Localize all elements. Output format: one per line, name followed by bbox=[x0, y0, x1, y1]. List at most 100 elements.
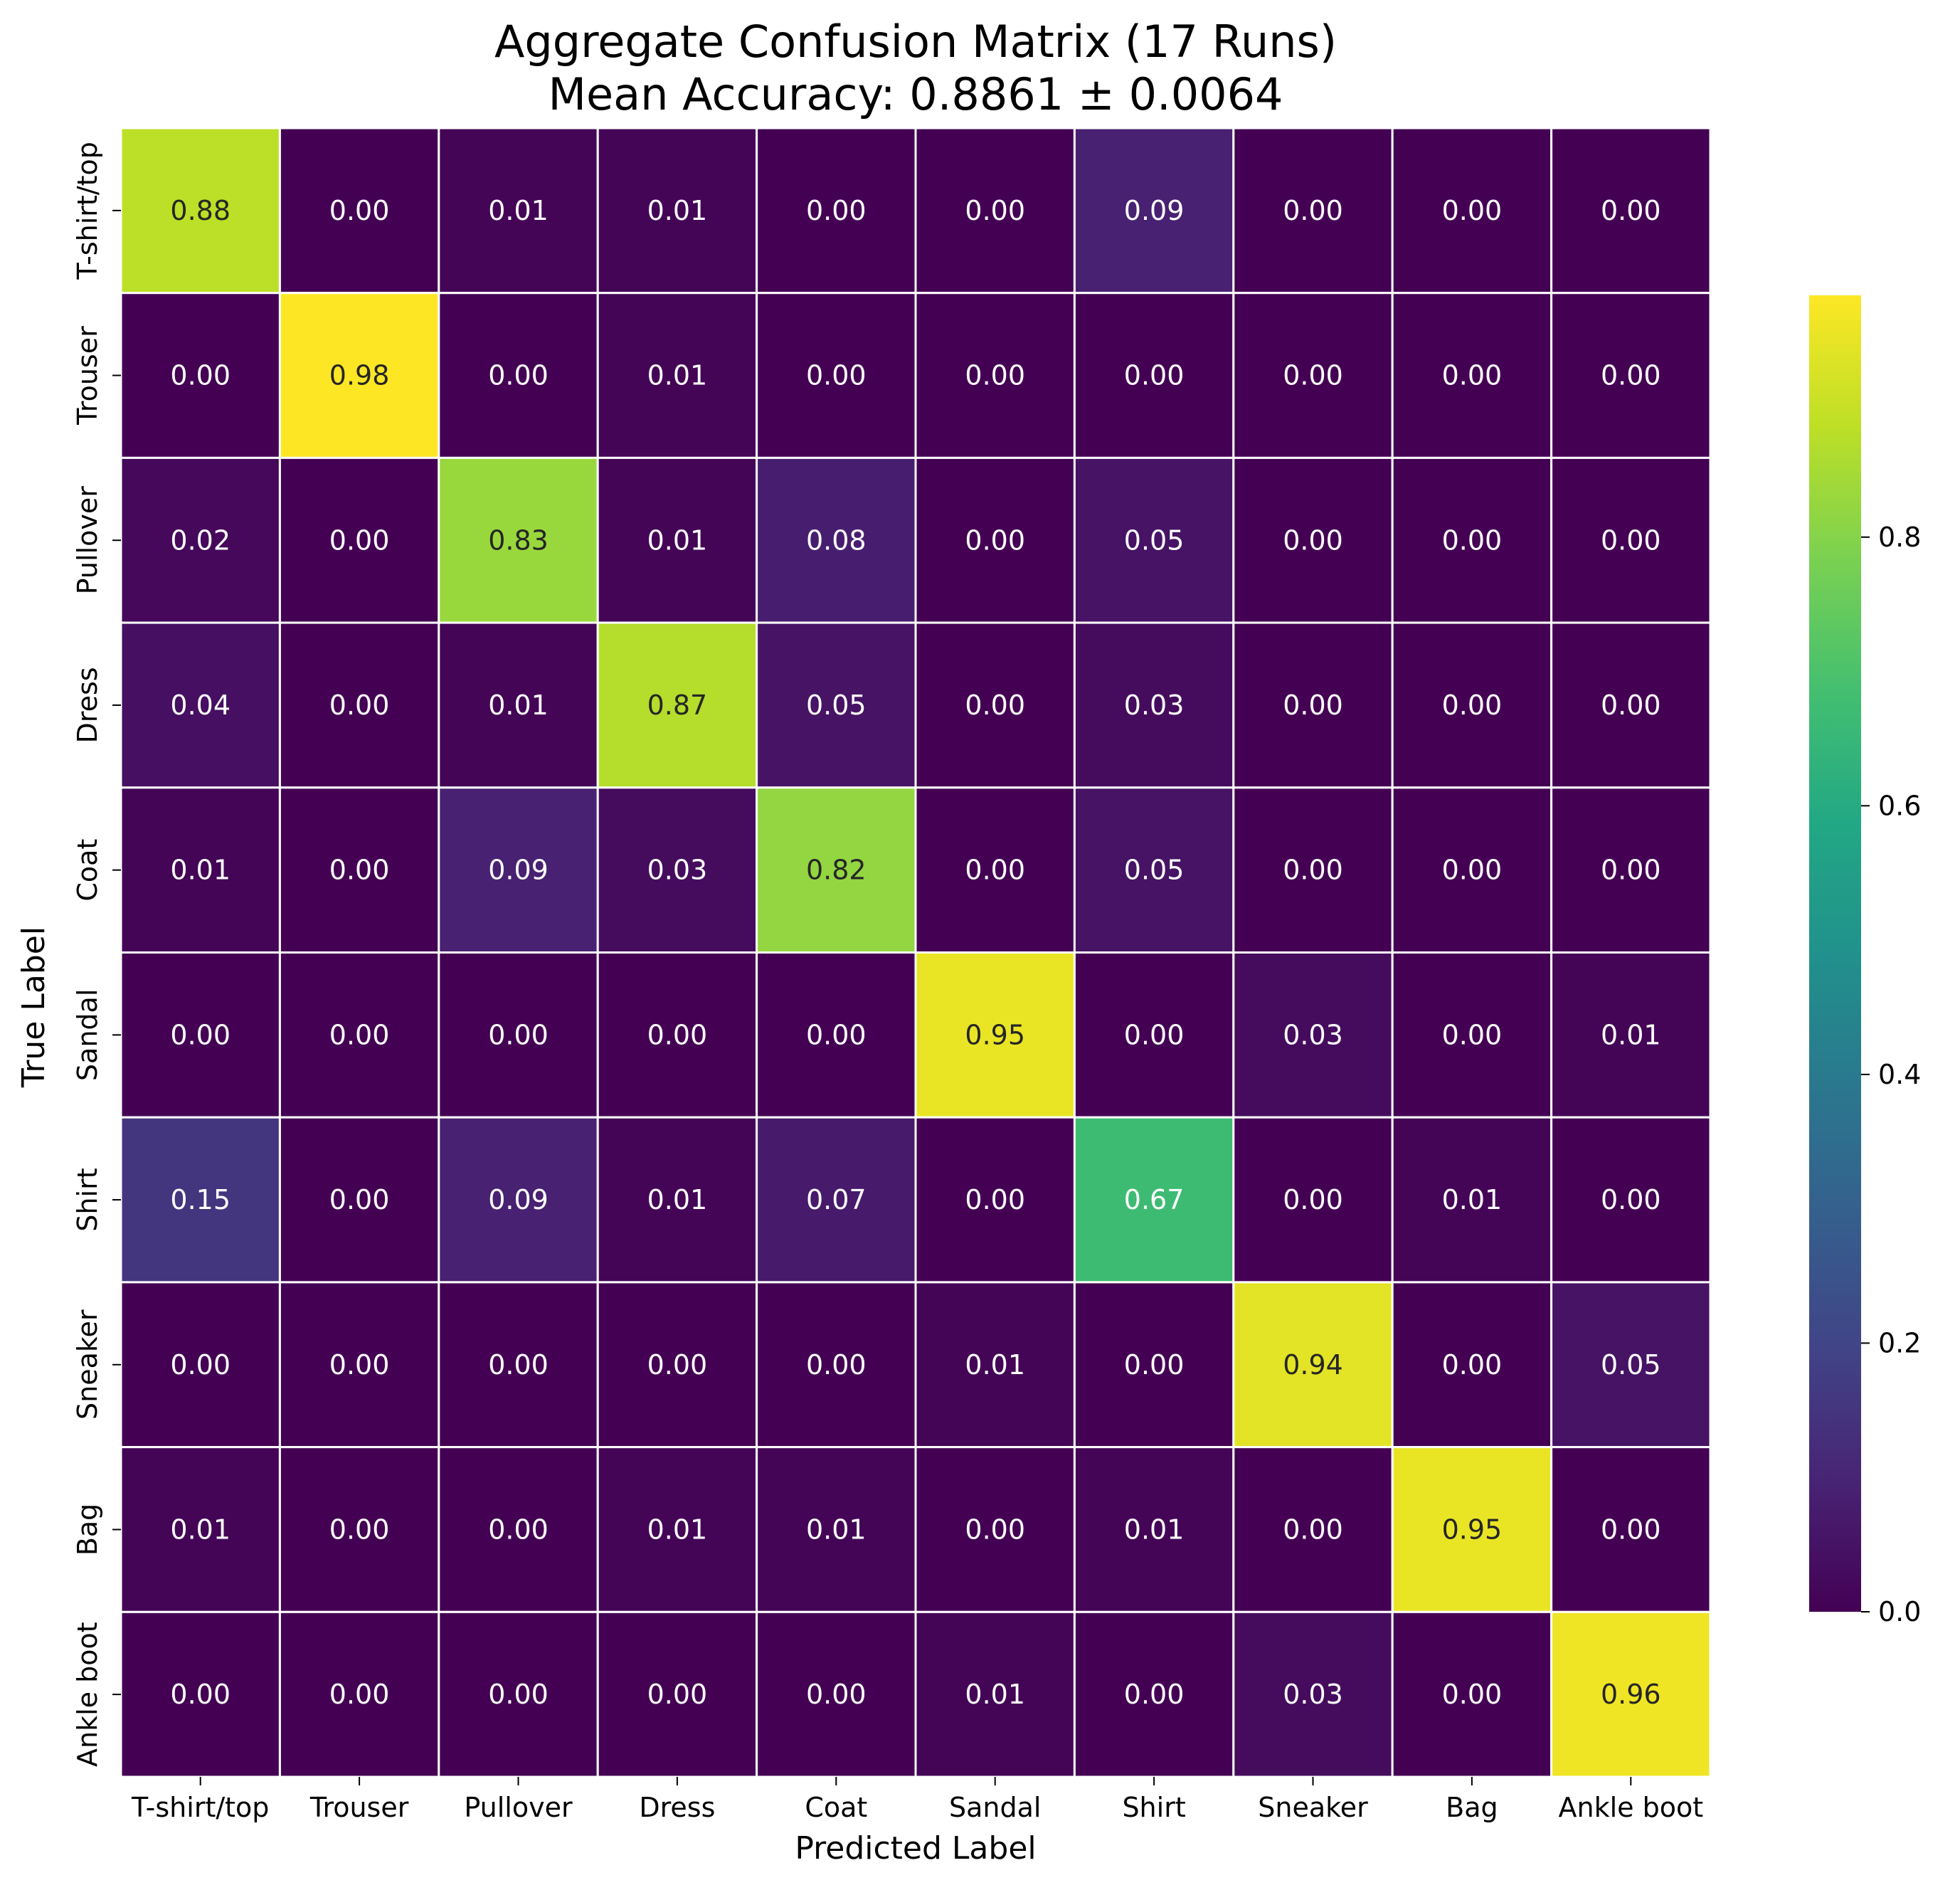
heatmap-cell-7-4 bbox=[756, 1281, 917, 1449]
heatmap-cell-8-3 bbox=[596, 1446, 758, 1613]
cell-value-label-0-6: 0.09 bbox=[1124, 195, 1185, 226]
chart-title: Aggregate Confusion Matrix (17 Runs) bbox=[494, 16, 1337, 68]
heatmap-cell-5-8 bbox=[1391, 951, 1553, 1119]
heatmap-cell-1-6 bbox=[1073, 292, 1235, 459]
heatmap-cell-9-7 bbox=[1232, 1610, 1394, 1778]
x-tick-label-2: Pullover bbox=[464, 1792, 573, 1823]
heatmap-cell-9-6 bbox=[1073, 1610, 1235, 1778]
heatmap-cell-8-2 bbox=[438, 1446, 599, 1613]
cell-value-label-8-3: 0.01 bbox=[647, 1514, 708, 1545]
heatmap-cell-2-2 bbox=[438, 456, 599, 624]
cell-value-label-4-3: 0.03 bbox=[647, 855, 708, 886]
cell-value-label-8-1: 0.00 bbox=[329, 1514, 390, 1545]
heatmap-cell-2-8 bbox=[1391, 456, 1553, 624]
x-tick-label-0: T-shirt/top bbox=[131, 1792, 269, 1823]
cell-value-label-8-8: 0.95 bbox=[1442, 1514, 1503, 1545]
x-axis-ticks: T-shirt/top Trouser Pullover Dress Coat Sanda… bbox=[131, 1777, 1703, 1823]
heatmap-cell-2-7 bbox=[1232, 456, 1394, 624]
cell-value-label-9-1: 0.00 bbox=[329, 1679, 390, 1710]
cell-value-label-5-5: 0.95 bbox=[965, 1019, 1025, 1050]
heatmap-cell-4-6 bbox=[1073, 786, 1235, 954]
cell-value-label-7-6: 0.00 bbox=[1124, 1349, 1185, 1381]
heatmap-cell-4-7 bbox=[1232, 786, 1394, 954]
heatmap-cell-7-8 bbox=[1391, 1281, 1553, 1449]
cell-value-label-8-6: 0.01 bbox=[1124, 1514, 1185, 1545]
heatmap-cell-5-5 bbox=[914, 951, 1076, 1119]
cell-value-label-9-0: 0.00 bbox=[170, 1679, 231, 1710]
cell-value-label-0-0: 0.88 bbox=[170, 195, 231, 226]
heatmap-cell-4-5 bbox=[914, 786, 1076, 954]
heatmap-cell-2-9 bbox=[1550, 456, 1712, 624]
cell-value-label-4-1: 0.00 bbox=[329, 855, 390, 886]
y-tick-label-7: Sneaker bbox=[72, 1309, 103, 1420]
heatmap-cell-5-2 bbox=[438, 951, 599, 1119]
heatmap-cell-6-7 bbox=[1232, 1116, 1394, 1284]
cell-value-label-5-1: 0.00 bbox=[329, 1019, 390, 1050]
heatmap-cell-0-2 bbox=[438, 127, 599, 295]
cell-value-label-5-0: 0.00 bbox=[170, 1019, 231, 1050]
cell-value-label-8-5: 0.00 bbox=[965, 1514, 1025, 1545]
heatmap-cell-6-6 bbox=[1073, 1116, 1235, 1284]
cell-value-label-7-4: 0.00 bbox=[806, 1349, 867, 1381]
cell-value-label-3-5: 0.00 bbox=[965, 690, 1025, 721]
cell-value-label-8-9: 0.00 bbox=[1601, 1514, 1661, 1545]
heatmap-cell-0-0 bbox=[120, 127, 281, 295]
cell-value-label-9-9: 0.96 bbox=[1601, 1679, 1661, 1710]
cell-value-label-7-8: 0.00 bbox=[1442, 1349, 1503, 1381]
heatmap-cell-9-8 bbox=[1391, 1610, 1553, 1778]
cell-value-label-3-0: 0.04 bbox=[170, 690, 231, 721]
cell-value-label-4-0: 0.01 bbox=[170, 855, 231, 886]
cell-value-label-7-0: 0.00 bbox=[170, 1349, 231, 1381]
cell-value-label-6-7: 0.00 bbox=[1283, 1184, 1343, 1215]
cell-value-label-6-5: 0.00 bbox=[965, 1184, 1025, 1215]
heatmap-cell-0-1 bbox=[278, 127, 440, 295]
cell-value-label-3-9: 0.00 bbox=[1601, 690, 1661, 721]
heatmap-cell-7-7 bbox=[1232, 1281, 1394, 1449]
heatmap-cell-6-5 bbox=[914, 1116, 1076, 1284]
cell-value-label-3-4: 0.05 bbox=[806, 690, 867, 721]
y-tick-label-5: Sandal bbox=[72, 989, 103, 1081]
x-tick-label-3: Dress bbox=[639, 1792, 715, 1823]
cell-value-label-1-0: 0.00 bbox=[170, 360, 231, 391]
cell-value-label-2-8: 0.00 bbox=[1442, 524, 1503, 556]
heatmap-cell-8-9 bbox=[1550, 1446, 1712, 1613]
cell-value-label-0-9: 0.00 bbox=[1601, 195, 1661, 226]
cell-value-label-6-9: 0.00 bbox=[1601, 1184, 1661, 1215]
y-tick-label-8: Bag bbox=[72, 1504, 103, 1556]
y-tick-label-4: Coat bbox=[72, 839, 103, 902]
y-tick-label-3: Dress bbox=[72, 667, 103, 743]
heatmap-cell-9-5 bbox=[914, 1610, 1076, 1778]
cell-value-label-1-4: 0.00 bbox=[806, 360, 867, 391]
heatmap-cell-4-4 bbox=[756, 786, 917, 954]
heatmap-annotations: 0.88 0.00 0.01 0.01 0.00 0.00 0.09 0.00 0.00 0.00… bbox=[170, 195, 1660, 1710]
heatmap-cell-3-6 bbox=[1073, 621, 1235, 789]
cell-value-label-4-7: 0.00 bbox=[1283, 855, 1343, 886]
heatmap-cell-8-7 bbox=[1232, 1446, 1394, 1613]
heatmap-cell-8-8 bbox=[1391, 1446, 1553, 1613]
cell-value-label-7-7: 0.94 bbox=[1283, 1349, 1343, 1381]
heatmap-cell-2-4 bbox=[756, 456, 917, 624]
cell-value-label-1-7: 0.00 bbox=[1283, 360, 1343, 391]
heatmap-cell-6-8 bbox=[1391, 1116, 1553, 1284]
cell-value-label-4-9: 0.00 bbox=[1601, 855, 1661, 886]
colorbar: 0.0 0.2 0.4 0.6 0.8 bbox=[1809, 295, 1921, 1627]
x-tick-label-6: Shirt bbox=[1122, 1792, 1185, 1823]
heatmap-cell-4-1 bbox=[278, 786, 440, 954]
cell-value-label-0-4: 0.00 bbox=[806, 195, 867, 226]
cell-value-label-5-6: 0.00 bbox=[1124, 1019, 1185, 1050]
x-tick-label-4: Coat bbox=[805, 1792, 867, 1823]
cell-value-label-3-1: 0.00 bbox=[329, 690, 390, 721]
y-axis-ticks: T-shirt/top Trouser Pullover Dress Coat Sanda… bbox=[72, 142, 121, 1767]
cell-value-label-9-5: 0.01 bbox=[965, 1679, 1025, 1710]
colorbar-tick-label-1: 0.2 bbox=[1878, 1327, 1921, 1358]
cell-value-label-0-2: 0.01 bbox=[488, 195, 549, 226]
x-axis-label: Predicted Label bbox=[795, 1830, 1036, 1867]
x-tick-label-9: Ankle boot bbox=[1558, 1792, 1703, 1823]
colorbar-tick-label-0: 0.0 bbox=[1878, 1596, 1921, 1627]
cell-value-label-2-3: 0.01 bbox=[647, 524, 708, 556]
heatmap-cell-9-1 bbox=[278, 1610, 440, 1778]
cell-value-label-3-3: 0.87 bbox=[647, 690, 708, 721]
cell-value-label-9-6: 0.00 bbox=[1124, 1679, 1185, 1710]
